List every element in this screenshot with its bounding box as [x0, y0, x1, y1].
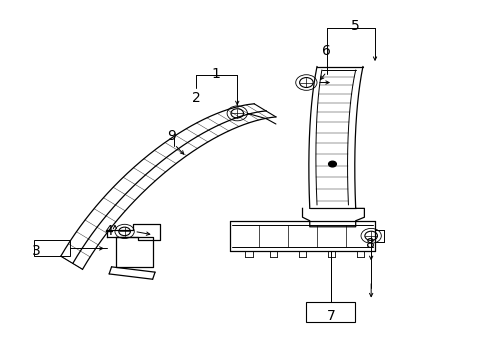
- Bar: [306, 302, 354, 322]
- Text: 7: 7: [326, 310, 335, 324]
- Text: 6: 6: [322, 44, 330, 58]
- Text: 9: 9: [167, 129, 176, 143]
- Text: 8: 8: [365, 237, 374, 251]
- Text: 4: 4: [104, 224, 113, 238]
- Bar: [34, 240, 70, 256]
- Text: 3: 3: [32, 244, 41, 258]
- Text: 1: 1: [211, 67, 220, 81]
- Text: 2: 2: [191, 91, 200, 105]
- Circle shape: [328, 161, 336, 167]
- Text: 5: 5: [350, 19, 359, 33]
